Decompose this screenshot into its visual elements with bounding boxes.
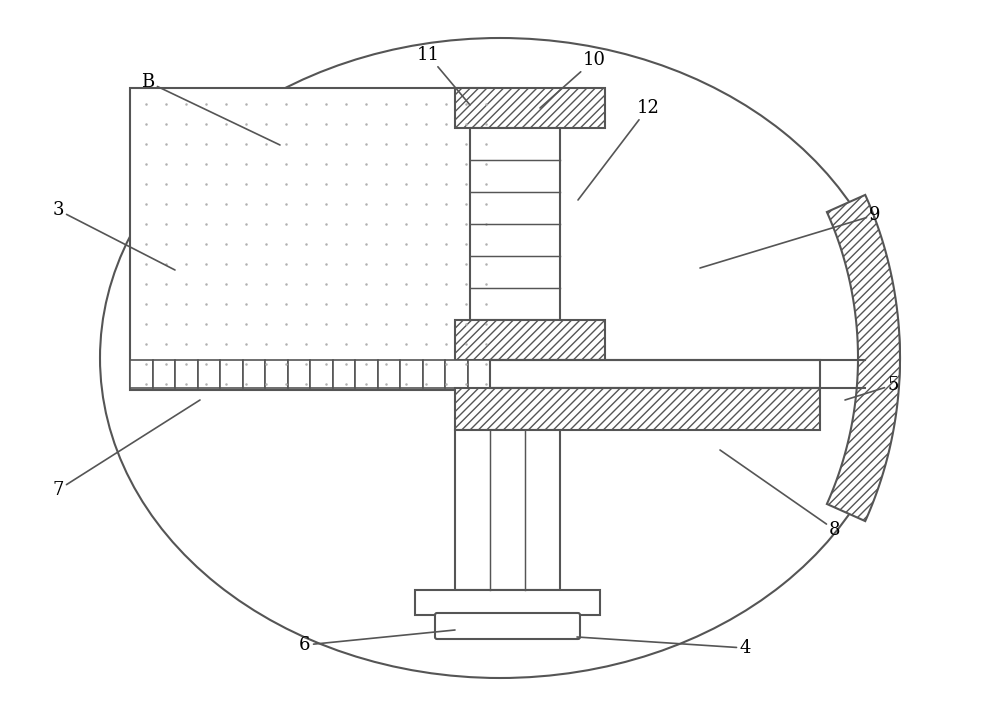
Bar bbox=[455, 320, 605, 360]
Bar bbox=[455, 430, 560, 590]
Bar bbox=[310, 360, 332, 388]
Bar bbox=[490, 360, 820, 388]
Bar bbox=[198, 360, 220, 388]
Text: B: B bbox=[141, 73, 280, 145]
Bar bbox=[220, 360, 242, 388]
Text: 11: 11 bbox=[416, 46, 470, 105]
Text: 3: 3 bbox=[52, 201, 175, 270]
Text: 4: 4 bbox=[577, 637, 751, 657]
Bar bbox=[355, 360, 378, 388]
Text: 9: 9 bbox=[700, 206, 881, 268]
Bar bbox=[130, 360, 152, 388]
Polygon shape bbox=[827, 195, 900, 521]
Bar bbox=[152, 360, 175, 388]
Bar bbox=[242, 360, 265, 388]
Bar bbox=[415, 590, 600, 615]
Text: 12: 12 bbox=[578, 99, 659, 200]
Bar bbox=[332, 360, 355, 388]
Bar bbox=[422, 360, 445, 388]
Bar bbox=[378, 360, 400, 388]
Bar bbox=[288, 360, 310, 388]
Bar bbox=[175, 360, 198, 388]
Text: 7: 7 bbox=[52, 400, 200, 499]
Bar bbox=[455, 388, 820, 430]
FancyBboxPatch shape bbox=[435, 613, 580, 639]
Bar bbox=[400, 360, 422, 388]
Bar bbox=[130, 88, 490, 390]
Text: 8: 8 bbox=[720, 450, 841, 539]
Bar bbox=[445, 360, 468, 388]
Text: 5: 5 bbox=[845, 376, 899, 400]
Bar bbox=[470, 128, 560, 320]
Bar bbox=[455, 88, 605, 128]
Text: 6: 6 bbox=[299, 630, 455, 654]
Bar bbox=[468, 360, 490, 388]
Text: 10: 10 bbox=[540, 51, 606, 108]
Bar bbox=[265, 360, 288, 388]
